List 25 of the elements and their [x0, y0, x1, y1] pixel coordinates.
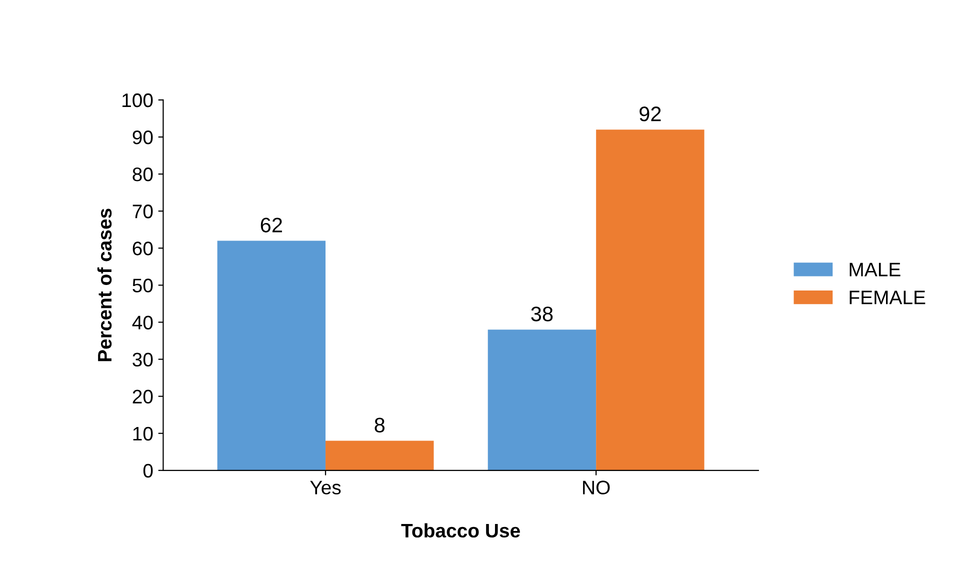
- y-tick-label: 20: [132, 390, 153, 404]
- data-label: 62: [260, 218, 282, 232]
- x-tick-label: Yes: [310, 480, 341, 494]
- data-label: 8: [374, 418, 385, 432]
- y-tick-label: 100: [122, 93, 153, 108]
- x-tick-label: NO: [583, 480, 610, 494]
- legend-label: MALE: [850, 262, 900, 276]
- bar: [326, 440, 434, 470]
- y-tick-label: 40: [132, 316, 153, 330]
- y-tick-label: 70: [132, 204, 153, 218]
- y-tick-label: 30: [132, 352, 153, 367]
- y-tick-label: 90: [132, 130, 153, 144]
- y-tick-label: 50: [132, 278, 153, 292]
- y-tick-label: 80: [132, 168, 153, 182]
- data-label: 92: [640, 106, 661, 122]
- y-axis-title: Percent of cases: [97, 208, 112, 362]
- bar: [596, 130, 704, 470]
- y-tick-label: 10: [133, 426, 153, 441]
- legend-label: FEMALE: [850, 290, 926, 304]
- y-tick-label: 60: [132, 242, 153, 256]
- x-axis-title: Tobacco Use: [401, 523, 520, 538]
- data-label: 38: [531, 306, 553, 322]
- y-tick-label: 0: [143, 464, 153, 478]
- bar: [488, 330, 596, 470]
- bar: [217, 240, 326, 470]
